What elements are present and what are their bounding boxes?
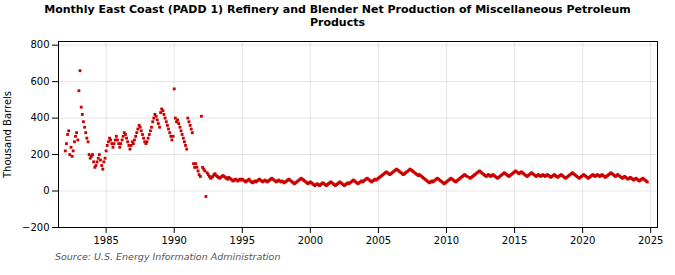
svg-text:2005: 2005 <box>366 235 391 246</box>
svg-text:2000: 2000 <box>298 235 323 246</box>
svg-text:1985: 1985 <box>93 235 118 246</box>
html-text:Source: U.S. Energy Informatio: Source: U.S. Energy Information Administ… <box>55 251 281 263</box>
svg-text:2010: 2010 <box>434 235 459 246</box>
svg-text:1995: 1995 <box>230 235 255 246</box>
svg-text:−200: −200 <box>22 222 49 233</box>
svg-text:400: 400 <box>30 113 49 124</box>
svg-text:200: 200 <box>30 149 49 160</box>
svg-text:2025: 2025 <box>638 235 663 246</box>
svg-text:1990: 1990 <box>161 235 186 246</box>
svg-text:2015: 2015 <box>502 235 527 246</box>
svg-text:2020: 2020 <box>570 235 595 246</box>
svg-text:800: 800 <box>30 40 49 51</box>
svg-text:600: 600 <box>30 76 49 87</box>
svg-text:0: 0 <box>43 186 49 197</box>
svg-text:Thousand Barrels: Thousand Barrels <box>2 91 13 179</box>
html-text:Monthly East Coast (PADD 1) Re: Monthly East Coast (PADD 1) Refinery and… <box>44 3 631 30</box>
